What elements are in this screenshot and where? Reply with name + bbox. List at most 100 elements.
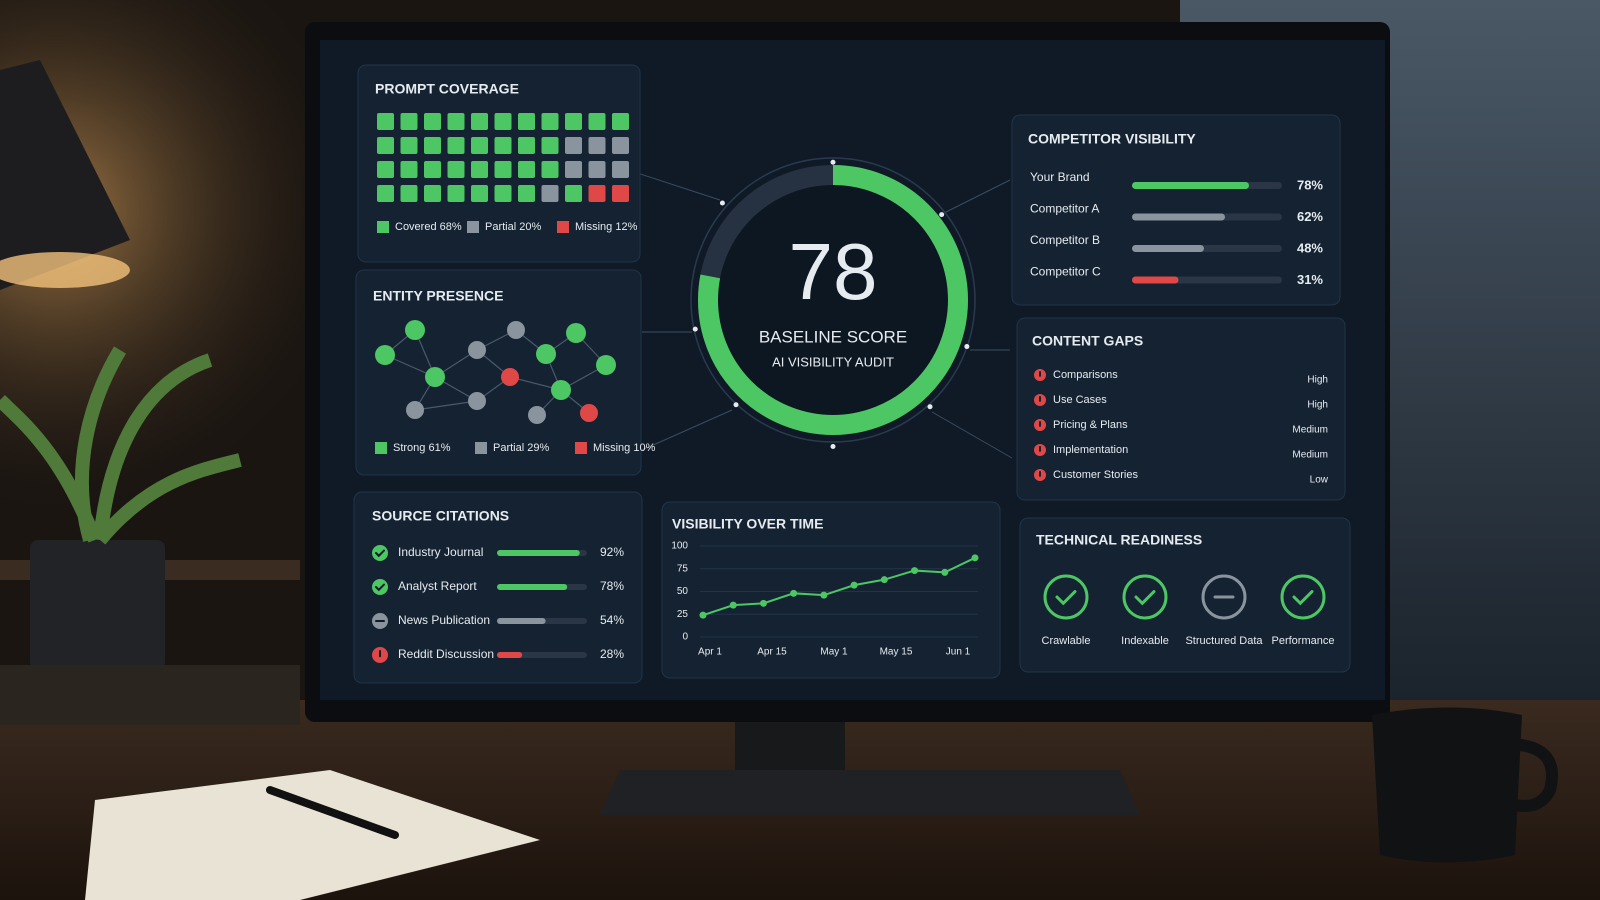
score-arc bbox=[698, 165, 968, 435]
coverage-cell bbox=[565, 161, 582, 178]
ring-dot bbox=[830, 159, 836, 165]
coverage-cell bbox=[494, 161, 512, 178]
coverage-cell bbox=[518, 161, 535, 178]
coverage-cell bbox=[612, 137, 629, 154]
panel bbox=[1016, 317, 1346, 501]
coverage-cell bbox=[400, 137, 418, 154]
y-tick-label: 75 bbox=[677, 563, 689, 574]
x-tick-label: May 15 bbox=[880, 647, 913, 658]
bar bbox=[1132, 213, 1225, 221]
y-tick-label: 25 bbox=[677, 609, 689, 620]
coverage-cell bbox=[494, 137, 512, 154]
coverage-cell bbox=[424, 113, 441, 130]
panel-title: TECHNICAL READINESS bbox=[1036, 532, 1202, 548]
monitor-neck bbox=[735, 722, 845, 777]
coverage-cell bbox=[518, 113, 535, 130]
coverage-cell bbox=[471, 185, 488, 202]
bar-label: 31% bbox=[1297, 272, 1323, 287]
ring-outer bbox=[690, 157, 976, 443]
readiness-label: Indexable bbox=[1121, 635, 1169, 647]
x-tick-label: Apr 15 bbox=[757, 647, 787, 658]
check-glyph bbox=[1055, 590, 1077, 606]
legend-label: Partial 29% bbox=[493, 442, 549, 454]
coverage-cell bbox=[377, 185, 394, 202]
x-tick-label: May 1 bbox=[820, 647, 848, 658]
line-point bbox=[880, 576, 888, 584]
legend-swatch bbox=[475, 442, 487, 454]
check-glyph bbox=[375, 583, 385, 592]
source-name: Reddit Discussion bbox=[398, 647, 494, 661]
coverage-cell bbox=[518, 137, 535, 154]
line-point bbox=[971, 554, 979, 562]
ring-dot bbox=[719, 200, 725, 206]
gap-name: Pricing & Plans bbox=[1053, 419, 1128, 431]
coverage-cell bbox=[377, 161, 394, 178]
coverage-cell bbox=[400, 113, 418, 130]
status-icon bbox=[1122, 574, 1168, 620]
score-label: BASELINE SCORE bbox=[759, 327, 907, 346]
source-name: Industry Journal bbox=[398, 545, 483, 559]
panel bbox=[355, 269, 642, 476]
connector bbox=[939, 179, 1011, 216]
gap-priority: Low bbox=[1310, 475, 1329, 486]
coverage-cell bbox=[494, 185, 512, 202]
legend-swatch bbox=[557, 221, 569, 233]
bar-label: 54% bbox=[600, 613, 624, 627]
bar bbox=[497, 652, 523, 658]
graph-node bbox=[468, 341, 486, 359]
x-tick-label: Apr 1 bbox=[698, 647, 722, 658]
legend-label: Missing 12% bbox=[575, 221, 638, 233]
coverage-cell bbox=[400, 161, 418, 178]
readiness-label: Crawlable bbox=[1042, 635, 1091, 647]
y-tick-label: 50 bbox=[677, 586, 689, 597]
panel bbox=[1019, 517, 1351, 673]
ring-dot bbox=[939, 212, 945, 218]
readiness-label: Structured Data bbox=[1185, 635, 1263, 647]
x-tick-label: Jun 1 bbox=[946, 647, 971, 658]
status-icon bbox=[1043, 574, 1089, 620]
gap-name: Comparisons bbox=[1053, 369, 1118, 381]
graph-node bbox=[551, 380, 571, 400]
status-icon bbox=[372, 545, 388, 561]
pen bbox=[266, 786, 399, 839]
gap-priority: Medium bbox=[1292, 450, 1328, 461]
connector bbox=[931, 411, 1013, 459]
readiness-label: Performance bbox=[1272, 635, 1335, 647]
line-series bbox=[702, 556, 976, 617]
graph-node bbox=[406, 401, 424, 419]
legend-swatch bbox=[377, 221, 389, 233]
graph-node bbox=[375, 345, 395, 365]
bar bbox=[1132, 276, 1179, 284]
y-tick-label: 0 bbox=[682, 632, 688, 643]
monitor-base bbox=[600, 770, 1140, 815]
graph-node bbox=[507, 321, 525, 339]
plant-leaves bbox=[0, 346, 242, 545]
bar bbox=[1132, 245, 1204, 252]
legend-label: Partial 20% bbox=[485, 221, 541, 233]
coverage-cell bbox=[588, 137, 606, 154]
coverage-cell bbox=[471, 137, 488, 154]
check-glyph bbox=[1134, 590, 1156, 606]
line-point bbox=[820, 591, 828, 599]
bar bbox=[497, 584, 568, 590]
coverage-cell bbox=[541, 161, 559, 178]
gap-name: Use Cases bbox=[1053, 394, 1107, 406]
line-point bbox=[729, 601, 737, 609]
legend-label: Missing 10% bbox=[593, 442, 656, 454]
coverage-cell bbox=[588, 185, 606, 202]
bar-label: 28% bbox=[600, 647, 624, 661]
bar-label: 78% bbox=[600, 579, 624, 593]
bar-label: 78% bbox=[1297, 177, 1323, 192]
ring-dot bbox=[692, 326, 698, 332]
bar-label: 92% bbox=[600, 545, 624, 559]
ring-dot bbox=[830, 443, 836, 449]
bar-label: 62% bbox=[1297, 209, 1323, 224]
check-glyph bbox=[375, 549, 385, 558]
panel-title: CONTENT GAPS bbox=[1032, 333, 1143, 349]
coverage-cell bbox=[377, 113, 394, 130]
coverage-cell bbox=[494, 113, 512, 130]
coverage-cell bbox=[565, 185, 582, 202]
mug bbox=[1372, 707, 1522, 863]
competitor-name: Competitor A bbox=[1030, 202, 1099, 216]
coverage-cell bbox=[400, 185, 418, 202]
